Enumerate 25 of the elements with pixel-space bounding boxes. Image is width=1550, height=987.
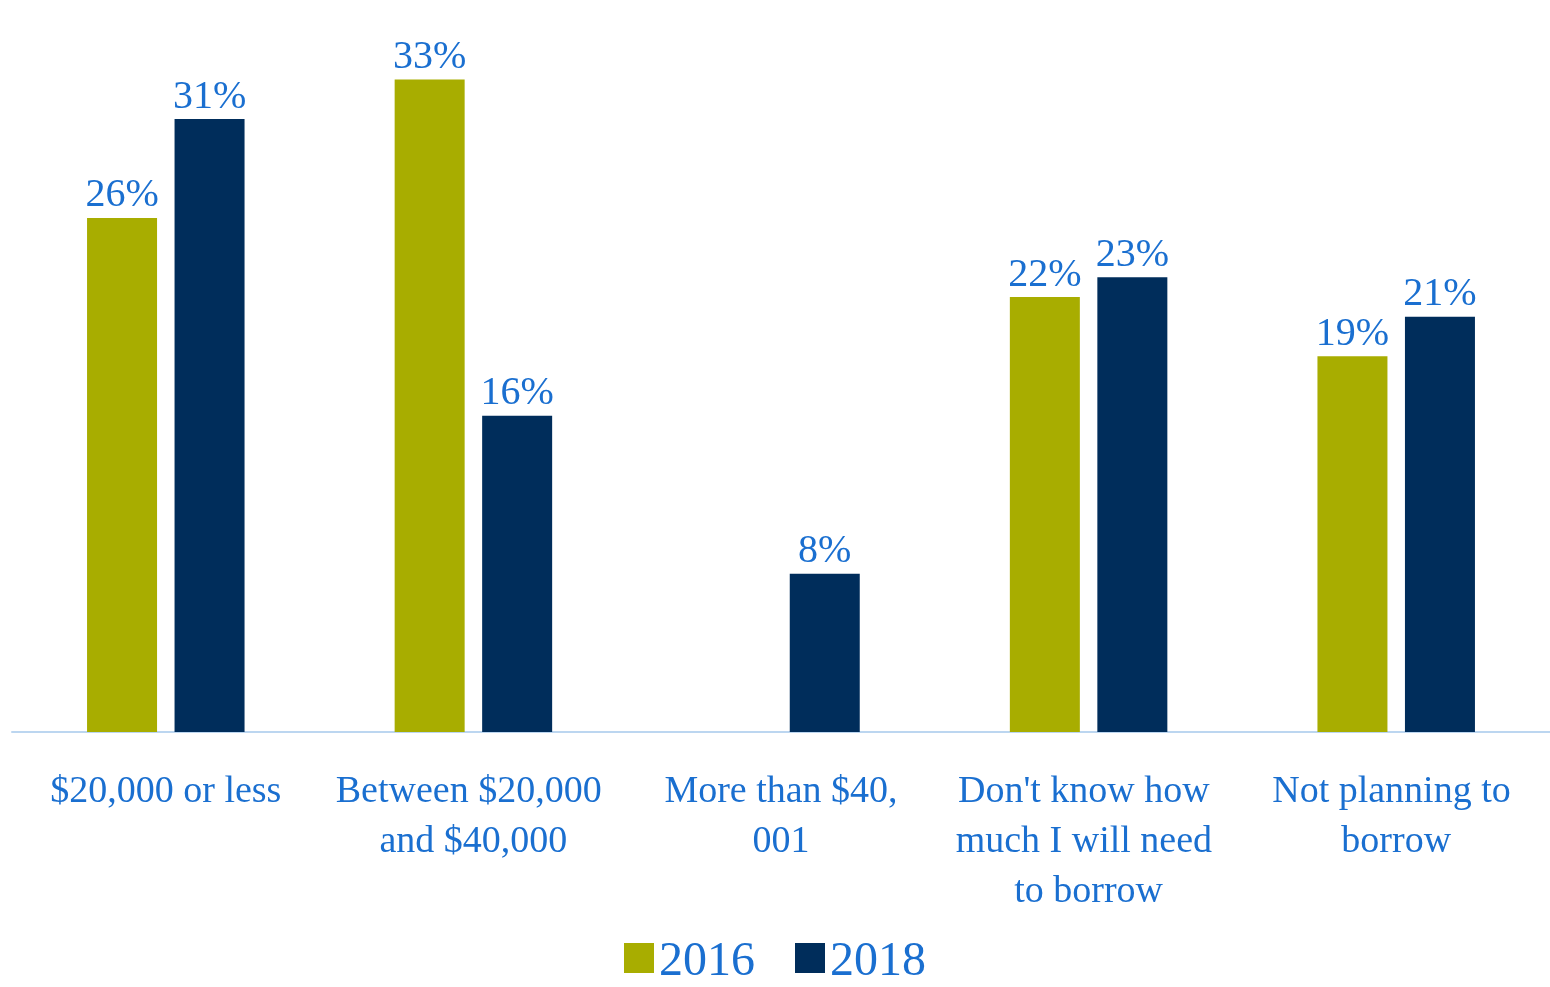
data-label: 21% xyxy=(1403,269,1477,315)
data-label: 19% xyxy=(1315,308,1390,354)
data-label: 23% xyxy=(1095,229,1170,275)
bar xyxy=(1317,356,1388,732)
x-tick-label: Between $20,000 and $40,000 xyxy=(335,768,612,860)
x-tick-label: $20,000 or less xyxy=(50,768,282,810)
bar xyxy=(482,415,553,732)
x-tick-label: Not planning to borrow xyxy=(1272,768,1521,860)
data-label: 31% xyxy=(172,71,247,117)
bar xyxy=(394,79,465,732)
x-tick-label: More than $40,001 xyxy=(664,768,898,860)
data-label: 16% xyxy=(480,368,554,414)
legend-label: 2018 xyxy=(830,931,926,985)
data-label: 26% xyxy=(85,170,159,216)
data-label: 22% xyxy=(1008,249,1082,295)
x-tick-label: Don't know how much I will need to borrow xyxy=(955,768,1222,910)
data-label: 33% xyxy=(392,32,467,78)
bar xyxy=(789,573,860,732)
bar xyxy=(87,217,158,732)
legend-label: 2016 xyxy=(659,931,755,985)
data-label: 8% xyxy=(798,526,852,572)
bar xyxy=(1404,316,1475,732)
bar xyxy=(174,119,245,732)
bar xyxy=(1097,277,1168,732)
bar xyxy=(1009,297,1080,732)
